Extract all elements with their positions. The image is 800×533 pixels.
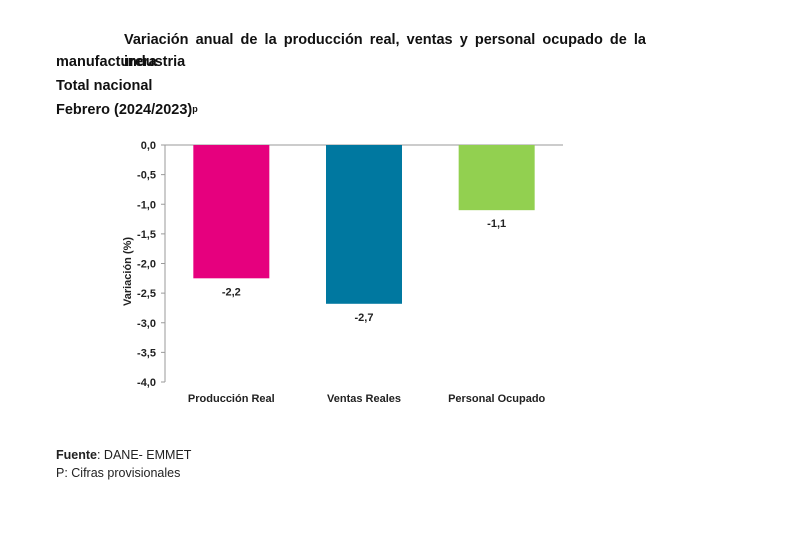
bar-2 <box>326 145 402 304</box>
chart-title-line1-continued: manufacturera <box>56 54 157 70</box>
chart-title-line1: Variación anual de la producción real, v… <box>124 32 646 70</box>
bar-3 <box>458 145 535 211</box>
y-tick-label: 0,0 <box>141 140 156 152</box>
period-label: Febrero (2024/2023) <box>56 102 193 118</box>
y-tick-label: -1,0 <box>137 199 156 211</box>
bar-1 <box>193 145 270 279</box>
y-tick-label: -4,0 <box>137 377 156 389</box>
y-axis-title: Variación (%) <box>122 237 134 306</box>
source-note: Fuente: DANE- EMMET <box>56 447 191 464</box>
chart-subtitle-scope: Total nacional <box>56 78 153 94</box>
category-label-1: Producción Real <box>188 393 275 405</box>
category-label-2: Ventas Reales <box>327 393 401 405</box>
y-tick-label: -3,0 <box>137 318 156 330</box>
y-tick-label: -2,5 <box>137 288 156 300</box>
data-label-1: -2,2 <box>222 286 241 298</box>
y-tick-label: -3,5 <box>137 347 156 359</box>
provisional-superscript: p <box>192 104 198 114</box>
chart-subtitle-period: Febrero (2024/2023)p <box>56 99 646 121</box>
data-label-3: -1,1 <box>487 218 506 230</box>
y-tick-label: -0,5 <box>137 170 156 182</box>
y-tick-label: -1,5 <box>137 229 156 241</box>
provisional-note: P: Cifras provisionales <box>56 466 181 480</box>
data-label-2: -2,7 <box>355 312 374 324</box>
y-tick-label: -2,0 <box>137 259 156 271</box>
source-value: : DANE- EMMET <box>96 448 192 462</box>
source-label: Fuente <box>56 448 97 462</box>
category-label-3: Personal Ocupado <box>448 393 545 405</box>
